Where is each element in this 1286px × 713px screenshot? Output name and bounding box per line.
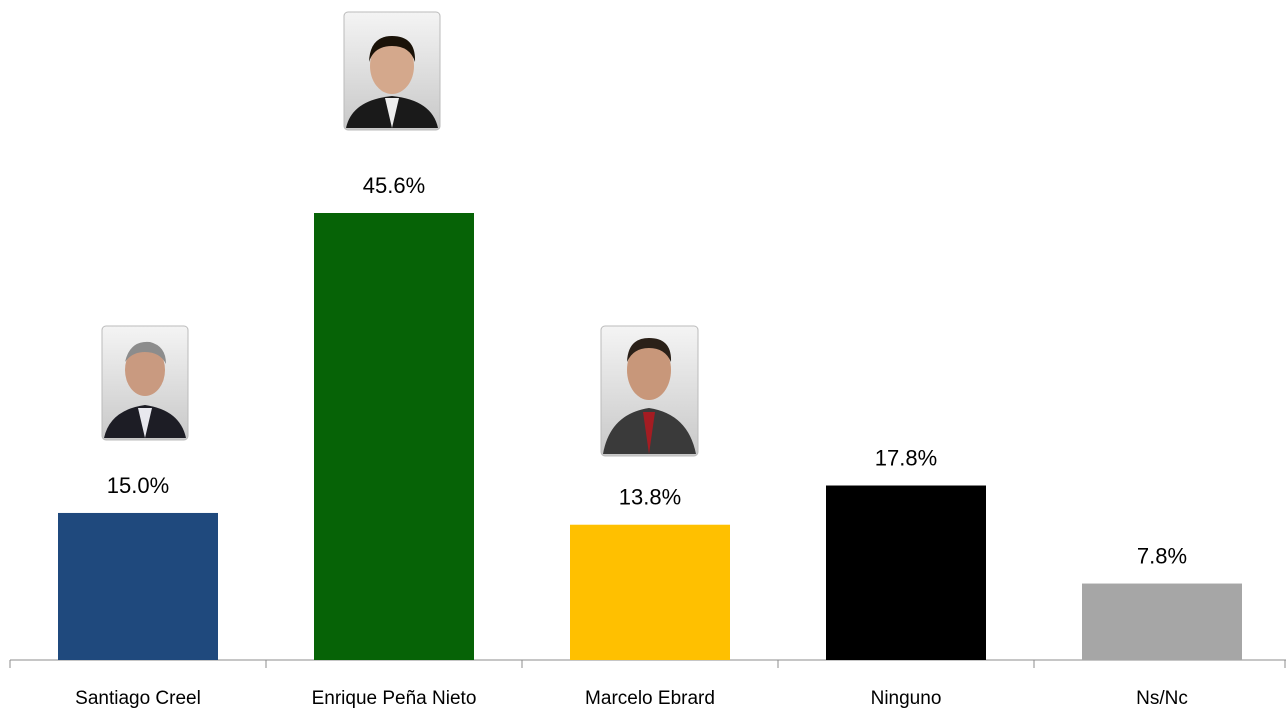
bar — [58, 512, 218, 660]
bar — [826, 485, 986, 660]
bar — [570, 524, 730, 660]
x-tick-label: Ns/Nc — [1136, 688, 1188, 709]
value-label: 15.0% — [107, 473, 169, 498]
x-tick-label: Enrique Peña Nieto — [312, 688, 477, 709]
bar — [314, 213, 474, 660]
value-label: 7.8% — [1137, 544, 1187, 569]
x-tick-label: Santiago Creel — [75, 688, 201, 709]
value-label: 17.8% — [875, 446, 937, 471]
x-tick-label: Marcelo Ebrard — [585, 688, 715, 709]
photo — [343, 11, 441, 131]
category-ticks — [9, 660, 1286, 668]
value-label: 13.8% — [619, 485, 681, 510]
photo — [600, 325, 699, 457]
bar — [1082, 583, 1242, 660]
x-tick-label: Ninguno — [871, 688, 942, 709]
photo — [101, 325, 189, 441]
value-label: 45.6% — [363, 173, 425, 198]
